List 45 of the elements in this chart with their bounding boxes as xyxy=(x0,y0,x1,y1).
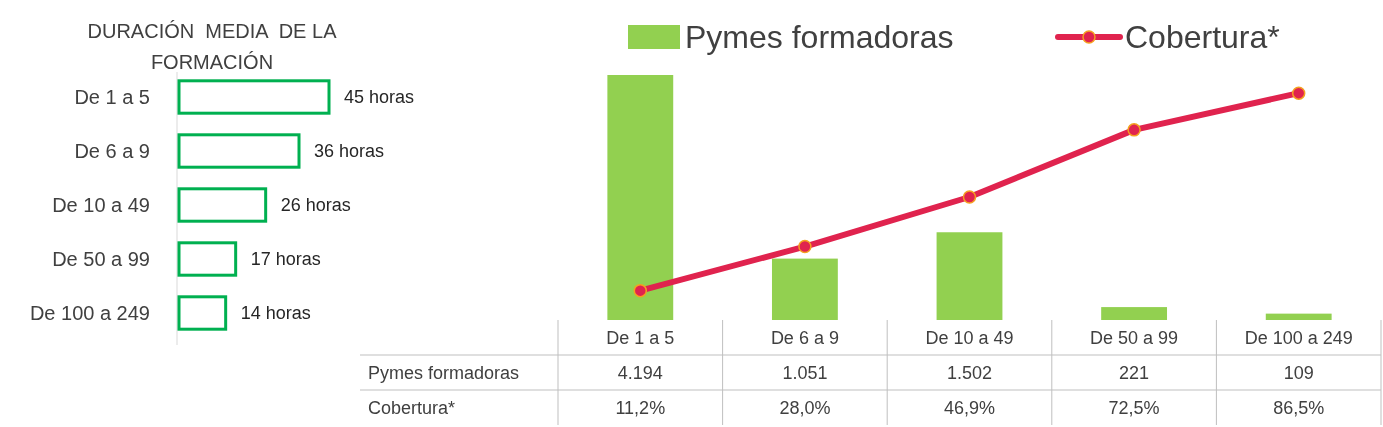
data-label: 28,0% xyxy=(779,397,831,418)
data-label: 72,5% xyxy=(1108,397,1160,418)
data-label: 1.051 xyxy=(782,362,828,383)
bar xyxy=(177,241,238,277)
x-tick-label: De 10 a 49 xyxy=(925,327,1014,348)
point xyxy=(1127,123,1141,137)
x-tick-label: De 6 a 9 xyxy=(770,327,839,348)
point xyxy=(1291,86,1306,100)
chart-title: DURACIÓN MEDIA DE LA FORMACIÓN xyxy=(87,20,338,73)
bar xyxy=(1101,307,1168,320)
bar xyxy=(607,75,674,320)
point xyxy=(633,283,648,298)
data-label: 46,9% xyxy=(943,397,996,418)
bar xyxy=(771,258,838,320)
x-tick-label: De 100 a 249 xyxy=(1244,327,1353,348)
data-label: 221 xyxy=(1119,362,1150,383)
data-label: 26 horas xyxy=(280,195,351,216)
data-label: 1.502 xyxy=(946,362,993,383)
y-tick-label: De 50 a 99 xyxy=(52,248,150,270)
y-tick-label: De 6 a 9 xyxy=(74,140,150,162)
data-label: 45 horas xyxy=(344,87,415,108)
y-tick-label: De 1 a 5 xyxy=(74,86,150,108)
y-tick-label: De 10 a 49 xyxy=(52,194,150,216)
x-tick-label: De 1 a 5 xyxy=(606,327,675,348)
bar xyxy=(177,133,301,169)
data-label: 14 horas xyxy=(240,303,311,324)
point xyxy=(798,239,812,254)
data-label: 4.194 xyxy=(617,362,663,383)
bar xyxy=(177,295,228,331)
bar xyxy=(936,232,1003,320)
text: Cobertura* xyxy=(368,397,456,418)
legend-label: Cobertura* xyxy=(1125,19,1280,56)
point xyxy=(962,190,977,204)
bar xyxy=(177,79,331,115)
data-label: 86,5% xyxy=(1273,397,1325,418)
y-tick-label: De 100 a 249 xyxy=(29,302,150,324)
bar xyxy=(177,187,268,223)
legend-label: Pymes formadoras xyxy=(685,19,954,56)
data-label: 109 xyxy=(1283,362,1314,383)
data-label: 11,2% xyxy=(615,397,666,418)
bar xyxy=(1265,313,1332,320)
x-tick-label: De 50 a 99 xyxy=(1090,327,1179,348)
text: Pymes formadoras xyxy=(368,362,520,383)
data-label: 36 horas xyxy=(314,141,385,162)
data-label: 17 horas xyxy=(250,249,321,270)
